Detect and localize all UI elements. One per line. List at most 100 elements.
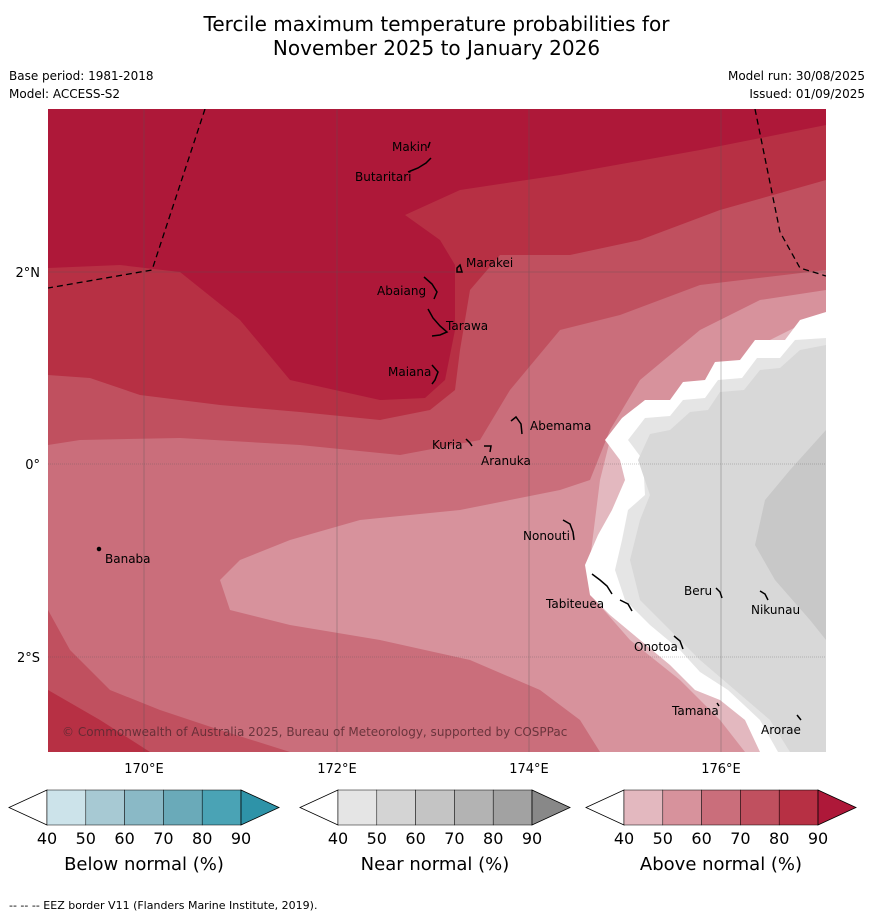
axis-labels: 170°E 172°E 174°E 176°E 2°N 0° 2°S bbox=[16, 266, 741, 777]
island-onotoa bbox=[673, 635, 684, 650]
colorbar-tick: 60 bbox=[114, 829, 134, 848]
island-butaritari bbox=[407, 157, 432, 173]
island-tamana bbox=[716, 702, 720, 707]
island-kuria bbox=[465, 438, 473, 447]
issued-date: Issued: 01/09/2025 bbox=[749, 87, 865, 101]
eez-footnote: -- -- -- EEZ border V11 (Flanders Marine… bbox=[9, 899, 318, 912]
island-makin bbox=[427, 141, 431, 149]
colorbar-label: Above normal (%) bbox=[640, 854, 802, 875]
colorbar-legends: 40 50 60 70 80 90 Below normal (%) 40 50 60 70 80 90… bbox=[8, 789, 857, 875]
eez-border bbox=[48, 109, 826, 289]
map-title: Tercile maximum temperature probabilitie… bbox=[0, 12, 873, 60]
island-maiana bbox=[431, 364, 439, 385]
lon-label-170E: 170°E bbox=[124, 762, 164, 777]
base-period: Base period: 1981-2018 bbox=[9, 69, 154, 83]
colorbar-above: 40 50 60 70 80 90 Above normal (%) bbox=[585, 789, 857, 875]
islands bbox=[96, 141, 802, 721]
contour-near-50 bbox=[630, 345, 826, 752]
colorbar-tick: 80 bbox=[192, 829, 212, 848]
colorbar-extend-low bbox=[585, 789, 625, 826]
colorbar-extend-low bbox=[8, 789, 48, 826]
colorbar-segment bbox=[415, 789, 455, 826]
label-butaritari: Butaritari bbox=[355, 170, 412, 184]
lat-label-2N: 2°N bbox=[16, 266, 41, 281]
island-banaba bbox=[96, 546, 102, 552]
colorbar-tick: 70 bbox=[730, 829, 750, 848]
colorbar-tick: 90 bbox=[808, 829, 828, 848]
copyright-notice: © Commonwealth of Australia 2025, Bureau… bbox=[62, 725, 567, 739]
label-makin: Makin bbox=[392, 140, 428, 154]
label-banaba: Banaba bbox=[105, 552, 151, 566]
colorbar-tick: 50 bbox=[76, 829, 96, 848]
colorbar-segment bbox=[124, 789, 164, 826]
island-tabiteuea bbox=[591, 573, 633, 612]
colorbar-tick: 40 bbox=[614, 829, 634, 848]
island-abemama bbox=[510, 415, 523, 435]
gridlines bbox=[48, 109, 826, 752]
island-aranuka bbox=[484, 445, 492, 453]
colorbar-segment bbox=[662, 789, 702, 826]
lon-label-172E: 172°E bbox=[317, 762, 357, 777]
colorbar-segment bbox=[337, 789, 378, 826]
place-labels: Makin Butaritari Marakei Abaiang Tarawa … bbox=[105, 140, 801, 737]
lat-label-2S: 2°S bbox=[17, 651, 40, 666]
lat-label-0: 0° bbox=[25, 458, 40, 473]
colorbar-segment bbox=[740, 789, 780, 826]
contour-above-90 bbox=[48, 109, 826, 400]
model-run: Model run: 30/08/2025 bbox=[727, 69, 865, 83]
colorbar-tick: 70 bbox=[153, 829, 173, 848]
colorbar-tick: 90 bbox=[231, 829, 251, 848]
label-tamana: Tamana bbox=[671, 704, 719, 718]
label-marakei: Marakei bbox=[466, 256, 513, 270]
island-beru bbox=[715, 587, 723, 599]
colorbar-tick: 70 bbox=[444, 829, 464, 848]
label-arorae: Arorae bbox=[761, 723, 801, 737]
label-nonouti: Nonouti bbox=[523, 529, 570, 543]
label-abaiang: Abaiang bbox=[377, 284, 426, 298]
colorbar-tick: 80 bbox=[483, 829, 503, 848]
meta-right: Model run: 30/08/2025 Issued: 01/09/2025 bbox=[728, 67, 865, 103]
colorbar-tick: 50 bbox=[367, 829, 387, 848]
probability-contours: Makin Butaritari Marakei Abaiang Tarawa … bbox=[48, 109, 826, 752]
label-abemama: Abemama bbox=[530, 419, 591, 433]
label-onotoa: Onotoa bbox=[634, 640, 678, 654]
colorbar-below: 40 50 60 70 80 90 Below normal (%) bbox=[8, 789, 280, 875]
label-tabiteuea: Tabiteuea bbox=[545, 597, 604, 611]
model-name: Model: ACCESS-S2 bbox=[9, 87, 121, 101]
colorbar-segment bbox=[46, 789, 87, 826]
title-line-1: Tercile maximum temperature probabilitie… bbox=[203, 12, 670, 36]
colorbar-tick: 90 bbox=[522, 829, 542, 848]
island-arorae bbox=[796, 714, 802, 721]
colorbar-segment bbox=[163, 789, 203, 826]
lon-label-176E: 176°E bbox=[701, 762, 741, 777]
colorbar-segment bbox=[201, 789, 242, 826]
label-aranuka: Aranuka bbox=[481, 454, 531, 468]
colorbar-tick: 80 bbox=[769, 829, 789, 848]
contour-above-70-south bbox=[48, 610, 290, 752]
colorbar-segment bbox=[701, 789, 741, 826]
island-abaiang bbox=[423, 276, 438, 300]
colorbar-segment bbox=[778, 789, 819, 826]
colorbar-segment bbox=[454, 789, 494, 826]
island-nonouti bbox=[562, 519, 575, 541]
island-marakei bbox=[456, 263, 463, 273]
colorbar-tick: 40 bbox=[328, 829, 348, 848]
colorbar-extend-high bbox=[817, 789, 857, 826]
label-tarawa: Tarawa bbox=[445, 319, 488, 333]
island-tarawa bbox=[427, 308, 449, 337]
lon-label-174E: 174°E bbox=[509, 762, 549, 777]
label-beru: Beru bbox=[684, 584, 712, 598]
island-nikunau bbox=[759, 590, 769, 601]
colorbar-tick: 60 bbox=[691, 829, 711, 848]
colorbar-label: Below normal (%) bbox=[64, 854, 224, 875]
label-kuria: Kuria bbox=[432, 438, 463, 452]
label-maiana: Maiana bbox=[388, 365, 431, 379]
contour-near-60 bbox=[755, 430, 826, 640]
colorbar-segment bbox=[492, 789, 533, 826]
colorbar-tick: 50 bbox=[653, 829, 673, 848]
contour-above-80-south bbox=[48, 690, 150, 752]
meta-left: Base period: 1981-2018 Model: ACCESS-S2 bbox=[9, 67, 154, 103]
colorbar-tick: 40 bbox=[37, 829, 57, 848]
colorbar-extend-high bbox=[531, 789, 571, 826]
